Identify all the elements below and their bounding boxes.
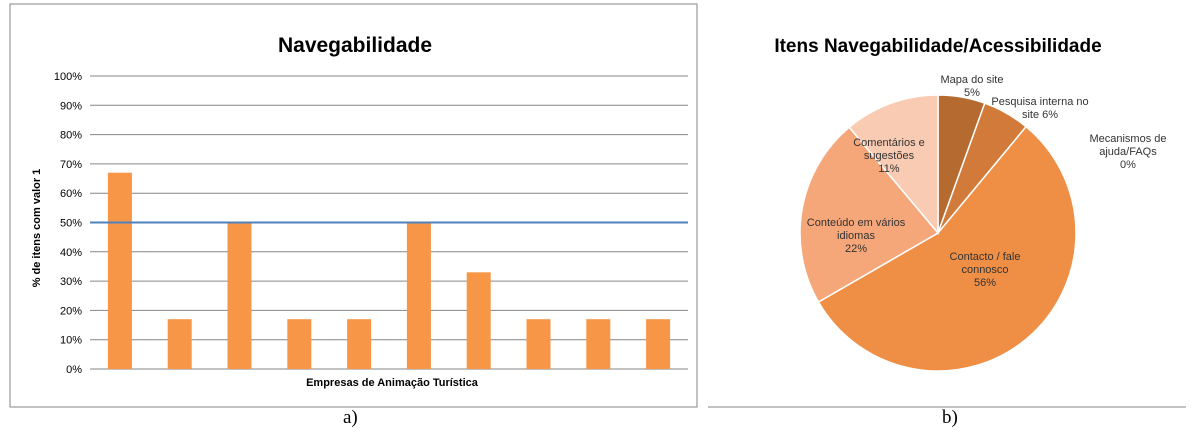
- bar-chart-y-axis-label: % de itens com valor 1: [31, 169, 43, 288]
- bar-company-7: [466, 272, 491, 369]
- pie-chart-title: Itens Navegabilidade/Acessibilidade: [774, 36, 1101, 57]
- y-tick-label: 80%: [60, 130, 82, 142]
- pie-chart-labels: Mapa do site 5%Pesquisa interna no site 6%…: [807, 74, 1167, 289]
- bar-chart-x-axis-label: Empresas de Animação Turística: [306, 377, 479, 389]
- pie-slice-comentarios: [848, 94, 939, 236]
- y-tick-label: 20%: [60, 305, 82, 317]
- bar-chart-navegabilidade: Navegabilidade % de itens com valor 1 Em…: [9, 3, 698, 408]
- bar-company-2: [167, 319, 192, 369]
- pie-label-contacto: Contacto / fale connosco 56%: [950, 251, 1021, 289]
- pie-label-conteudo-idiomas: Conteúdo em vários idiomas 22%: [807, 217, 906, 255]
- y-tick-label: 60%: [60, 188, 82, 200]
- y-tick-label: 0%: [66, 364, 82, 376]
- bar-company-5: [347, 319, 372, 369]
- y-tick-label: 70%: [60, 159, 82, 171]
- pie-chart-slices: [799, 94, 1077, 372]
- y-tick-label: 90%: [60, 100, 82, 112]
- bar-company-9: [586, 319, 611, 369]
- pie-chart-itens: Itens Navegabilidade/Acessibilidade Mapa…: [708, 36, 1186, 408]
- bar-company-4: [287, 319, 312, 369]
- pie-slice-contacto: [817, 125, 1077, 372]
- pie-slice-conteudo-idiomas: [799, 126, 940, 304]
- bar-chart-y-ticks: 0% 10% 20% 30% 40% 50% 60% 70% 80% 90% 100%: [54, 71, 82, 376]
- caption-b: b): [942, 407, 958, 428]
- pie-label-comentarios: Comentários e sugestões 11%: [853, 137, 925, 175]
- bar-chart-title: Navegabilidade: [278, 34, 432, 57]
- bar-company-8: [526, 319, 551, 369]
- caption-a: a): [343, 407, 358, 428]
- y-tick-label: 10%: [60, 335, 82, 347]
- y-tick-label: 30%: [60, 276, 82, 288]
- y-tick-label: 100%: [54, 71, 82, 83]
- bar-company-3: [227, 222, 252, 369]
- pie-label-pesquisa-interna: Pesquisa interna no site 6%: [991, 96, 1088, 121]
- pie-label-mapa-do-site: Mapa do site 5%: [941, 74, 1004, 99]
- bar-company-6: [406, 222, 431, 369]
- pie-label-mecanismos-ajuda: Mecanismos de ajuda/FAQs 0%: [1089, 133, 1166, 171]
- y-tick-label: 40%: [60, 247, 82, 259]
- bar-company-10: [646, 319, 671, 369]
- bar-company-1: [107, 172, 132, 369]
- y-tick-label: 50%: [60, 218, 82, 230]
- bar-chart-bars: [107, 172, 671, 369]
